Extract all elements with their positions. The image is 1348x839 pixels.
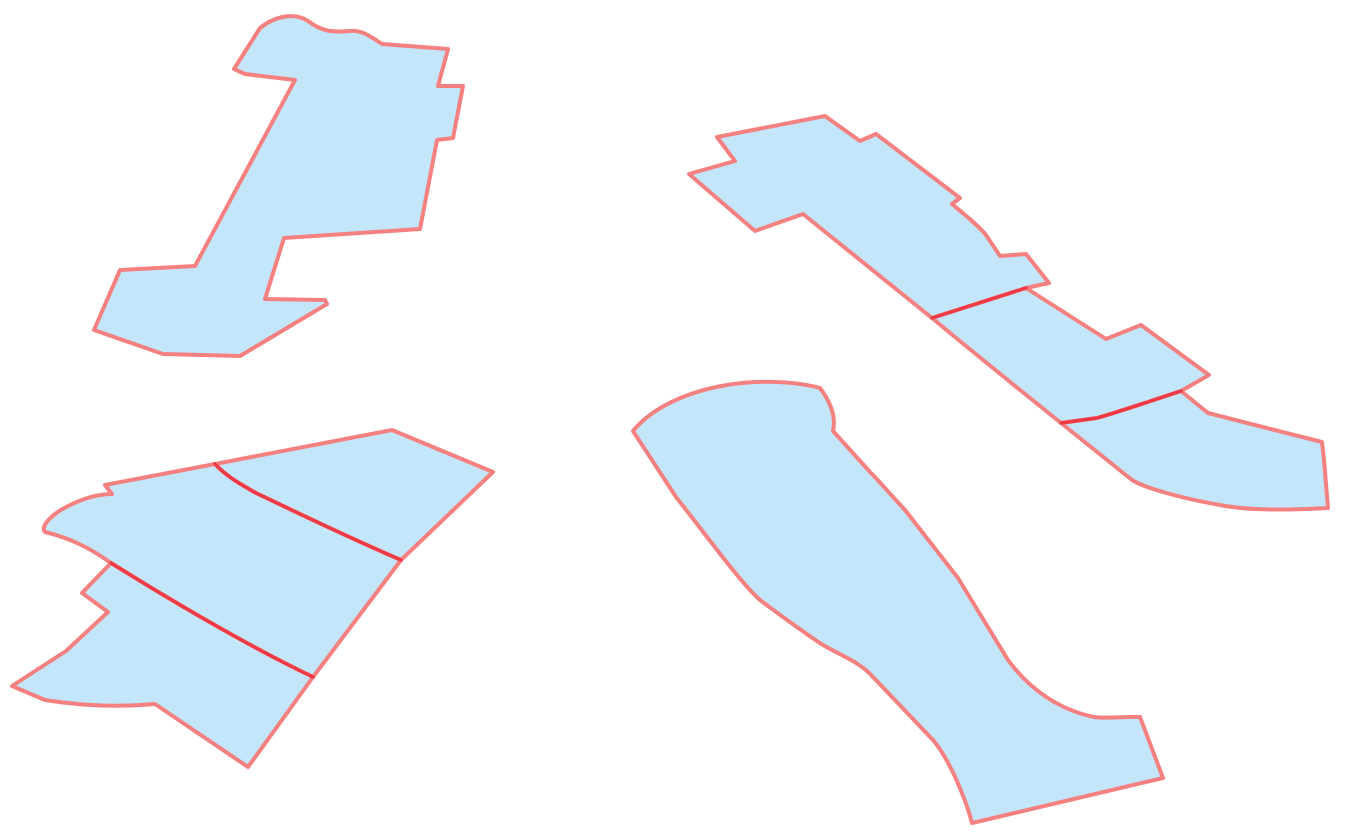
parcel-polygon[interactable]: [687, 114, 1051, 320]
parcel-layer: [10, 14, 1330, 825]
boundary-seam: [109, 561, 315, 679]
boundary-seam: [213, 462, 403, 562]
parcel-polygon[interactable]: [92, 14, 465, 358]
parcel-polygon[interactable]: [631, 379, 1165, 825]
boundary-seam: [1059, 389, 1183, 425]
boundary-seam-layer: [109, 286, 1183, 679]
boundary-seam: [930, 286, 1028, 320]
